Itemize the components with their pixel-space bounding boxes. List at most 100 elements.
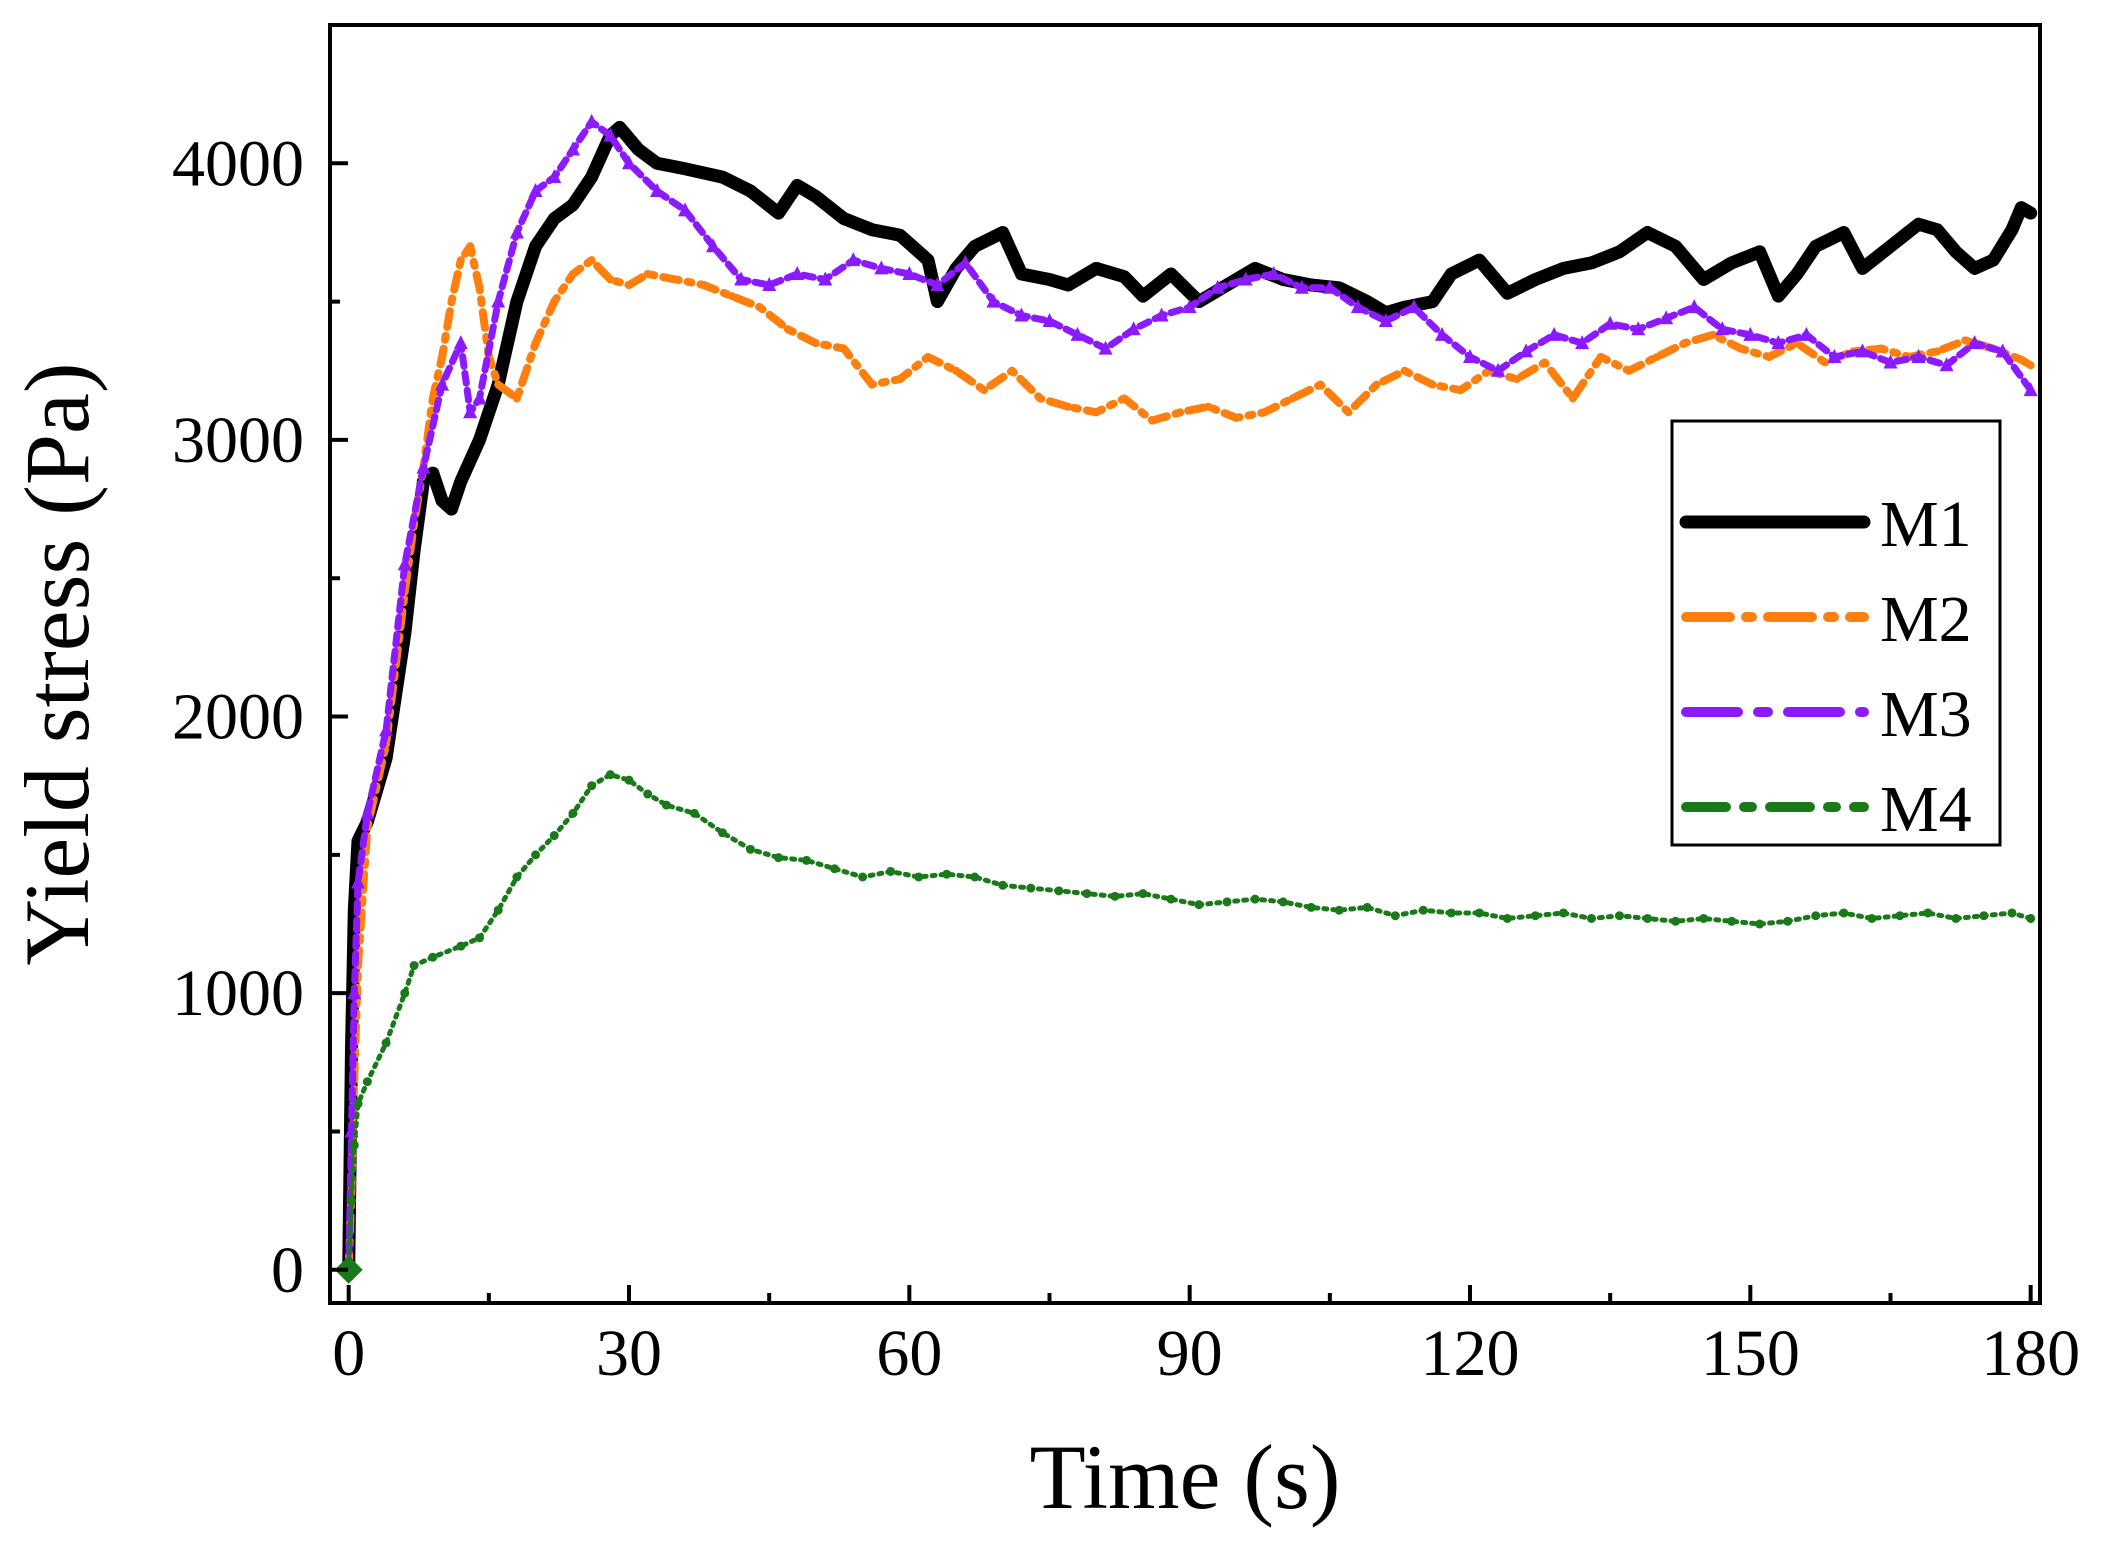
data-point xyxy=(643,789,653,799)
data-point xyxy=(1428,380,1437,389)
series-m3 xyxy=(341,113,2038,1276)
data-point xyxy=(930,277,945,292)
data-point xyxy=(2026,913,2036,923)
data-point xyxy=(1138,889,1148,899)
data-point xyxy=(650,182,665,197)
data-point xyxy=(622,155,637,170)
data-point xyxy=(1082,889,1092,899)
data-point xyxy=(349,1140,359,1150)
data-point xyxy=(1967,335,1982,350)
y-tick-label: 4000 xyxy=(172,127,304,200)
data-point xyxy=(347,985,362,1000)
x-tick-label: 180 xyxy=(1981,1317,2080,1390)
data-point xyxy=(509,224,524,239)
data-point xyxy=(1855,343,1870,358)
data-point xyxy=(1036,394,1045,403)
ticks-layer: 0 30 60 90 120 150 180 0 1000 2000 3000 4000 xyxy=(172,127,2080,1390)
data-point xyxy=(606,275,615,284)
data-point xyxy=(1390,911,1400,921)
series-m1 xyxy=(342,120,2038,1277)
data-point xyxy=(706,238,721,253)
data-point xyxy=(624,775,634,785)
data-point xyxy=(416,459,431,474)
origin-marker xyxy=(334,1255,363,1284)
data-point xyxy=(428,394,437,403)
data-point xyxy=(1995,343,2010,358)
data-point xyxy=(1120,394,1129,403)
data-point xyxy=(1166,894,1176,904)
series-line-m3 xyxy=(345,118,2035,1274)
data-point xyxy=(456,941,466,951)
data-point xyxy=(1680,339,1689,348)
data-point xyxy=(1350,299,1365,314)
data-point xyxy=(1839,908,1849,918)
data-point xyxy=(435,376,450,391)
data-point xyxy=(1727,916,1737,926)
x-axis-title: Time (s) xyxy=(1030,1426,1341,1528)
x-tick-label: 120 xyxy=(1421,1317,1520,1390)
data-point xyxy=(379,722,394,737)
y-tick-label: 1000 xyxy=(172,957,304,1030)
data-point xyxy=(1615,911,1625,921)
data-point xyxy=(858,872,868,882)
data-point xyxy=(453,335,468,350)
data-point xyxy=(531,850,541,860)
data-point xyxy=(1877,344,1886,353)
data-point xyxy=(1362,902,1372,912)
data-point xyxy=(1586,913,1596,923)
data-point xyxy=(1671,916,1681,926)
data-point xyxy=(1194,900,1204,910)
data-point xyxy=(998,880,1008,890)
series-layer xyxy=(334,113,2038,1284)
data-point xyxy=(1232,413,1241,422)
data-point xyxy=(400,988,410,998)
data-point xyxy=(1372,380,1381,389)
data-point xyxy=(550,297,559,306)
data-point xyxy=(896,375,904,384)
data-point xyxy=(774,853,784,863)
data-point xyxy=(2007,908,2017,918)
data-point xyxy=(1334,905,1344,915)
data-point xyxy=(846,252,861,267)
data-point xyxy=(1687,299,1702,314)
data-point xyxy=(1765,352,1774,361)
data-point xyxy=(475,283,484,292)
data-point xyxy=(1278,897,1288,907)
data-point xyxy=(811,339,820,348)
data-point xyxy=(512,872,522,882)
data-point xyxy=(1643,913,1653,923)
data-point xyxy=(867,380,876,389)
data-point xyxy=(874,260,889,275)
y-tick-label: 2000 xyxy=(172,681,304,754)
data-point xyxy=(1238,271,1253,286)
data-point xyxy=(491,293,506,308)
data-point xyxy=(1736,344,1745,353)
data-point xyxy=(1266,265,1281,280)
data-point xyxy=(1558,908,1568,918)
data-point xyxy=(1895,911,1905,921)
legend-label-m2: M2 xyxy=(1880,583,1972,656)
data-point xyxy=(1064,402,1073,411)
data-point xyxy=(587,781,597,791)
data-point xyxy=(958,254,973,269)
data-point xyxy=(1979,911,1989,921)
data-point xyxy=(605,770,615,780)
data-point xyxy=(2017,355,2026,364)
data-point xyxy=(886,866,896,876)
data-point xyxy=(839,344,848,353)
data-point xyxy=(1176,408,1185,417)
data-point xyxy=(1491,362,1506,377)
data-point xyxy=(584,113,599,128)
data-point xyxy=(924,352,933,361)
data-point xyxy=(1378,312,1393,327)
data-point xyxy=(1054,886,1064,896)
plot-frame xyxy=(328,23,2042,1305)
data-point xyxy=(1260,408,1269,417)
data-point xyxy=(914,872,924,882)
data-point xyxy=(2023,382,2038,397)
data-point xyxy=(1652,352,1661,361)
data-point xyxy=(463,404,478,419)
data-point xyxy=(1148,416,1157,425)
x-tick-label: 90 xyxy=(1157,1317,1223,1390)
data-point xyxy=(980,386,989,395)
